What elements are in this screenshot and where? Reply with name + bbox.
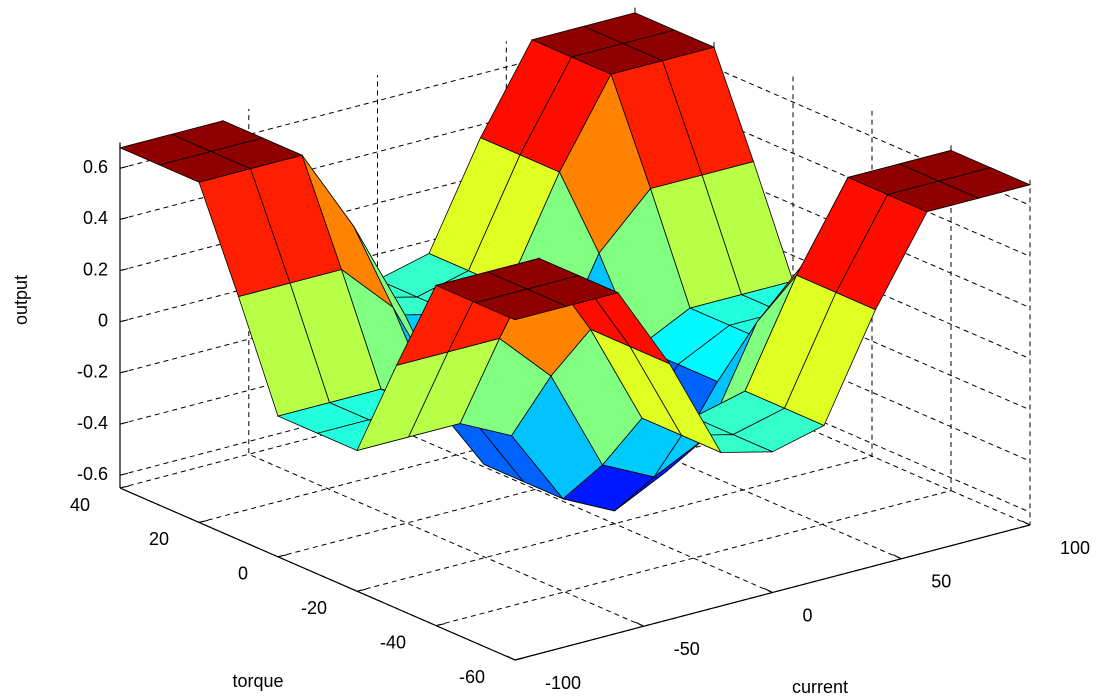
- y-tick: [198, 519, 209, 523]
- z-tick-label: -0.6: [77, 464, 108, 484]
- x-tick-label: 50: [931, 572, 951, 592]
- y-tick: [514, 657, 525, 661]
- z-tick: [119, 319, 129, 323]
- y-tick-label: 40: [70, 495, 90, 515]
- x-tick: [635, 621, 644, 627]
- z-tick: [119, 165, 129, 169]
- y-axis-label: torque: [232, 671, 283, 691]
- x-tick: [893, 554, 902, 560]
- x-tick-label: 0: [803, 605, 813, 625]
- y-tick-label: 20: [149, 529, 169, 549]
- z-axis-label: output: [11, 275, 31, 325]
- z-tick-label: -0.4: [77, 413, 108, 433]
- x-tick-label: -50: [674, 639, 700, 659]
- z-tick: [119, 370, 129, 374]
- z-tick-label: -0.2: [77, 362, 108, 382]
- surface-face: [474, 288, 568, 321]
- z-tick: [119, 421, 129, 425]
- z-tick-label: 0.6: [83, 157, 108, 177]
- x-tick: [764, 588, 773, 593]
- x-tick-label: -100: [545, 673, 581, 693]
- z-tick: [119, 472, 129, 476]
- z-tick-label: 0: [98, 310, 108, 330]
- z-tick: [119, 216, 129, 220]
- y-tick-label: -20: [301, 598, 327, 618]
- y-grid-line: [356, 110, 873, 592]
- x-axis-label: current: [792, 677, 848, 697]
- y-grid-line: [435, 145, 952, 627]
- x-tick: [1021, 520, 1031, 526]
- x-tick: [506, 655, 516, 661]
- x-tick-label: 100: [1060, 538, 1090, 558]
- y-tick: [435, 623, 446, 627]
- y-tick: [277, 554, 288, 558]
- y-tick-label: -60: [459, 667, 485, 687]
- y-tick-label: -40: [380, 632, 406, 652]
- x-grid-line: [377, 75, 773, 593]
- z-tick-label: 0.2: [83, 259, 108, 279]
- z-tick-label: 0.4: [83, 208, 108, 228]
- y-tick: [356, 588, 367, 592]
- z-tick: [119, 268, 129, 272]
- axis-line: [119, 487, 516, 661]
- y-tick: [119, 485, 130, 489]
- y-tick-label: 0: [238, 564, 248, 584]
